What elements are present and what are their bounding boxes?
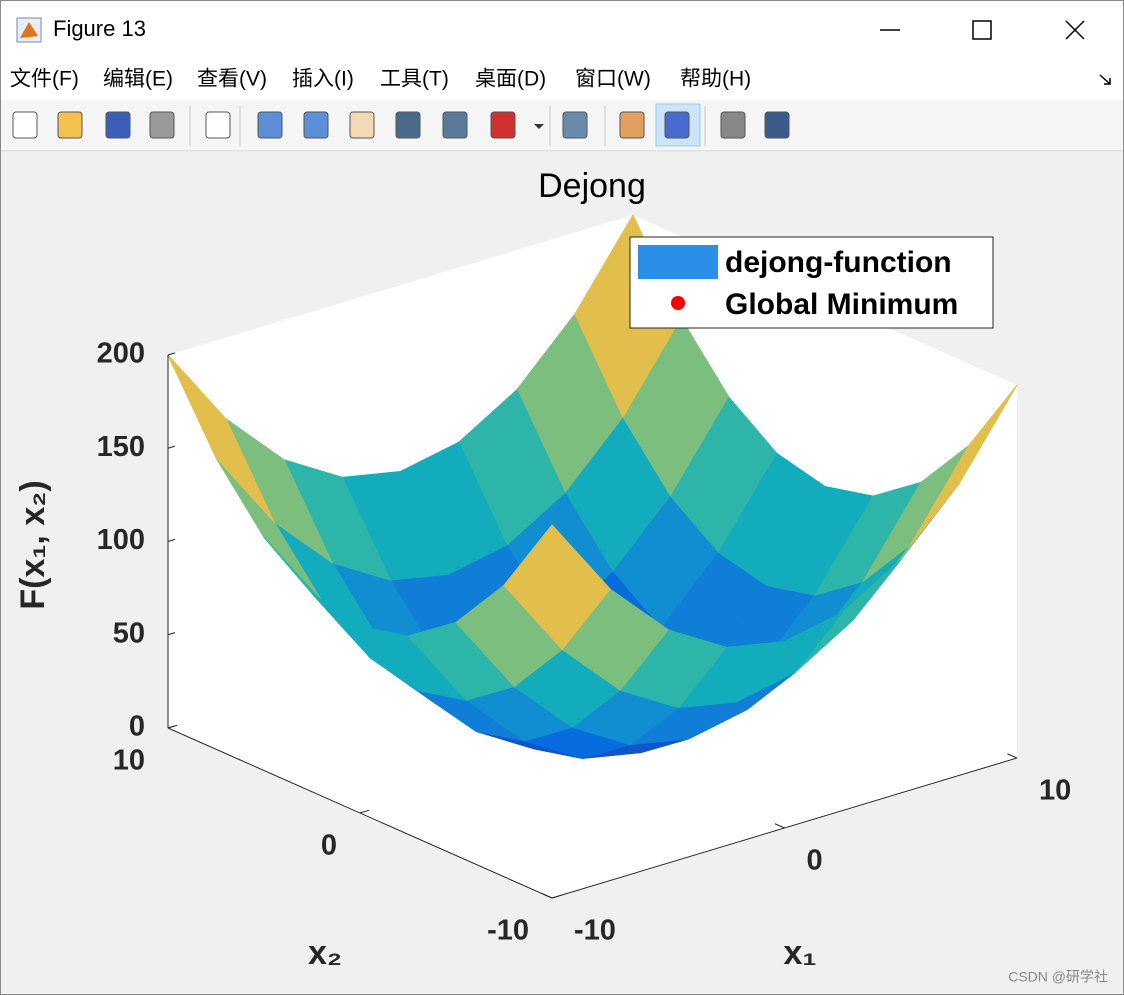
tool-button[interactable] (720, 111, 746, 139)
x-tick (542, 893, 553, 899)
x-tick-label: -10 (574, 915, 616, 947)
z-tick-label: 150 (97, 431, 145, 463)
y-tick (551, 894, 562, 899)
tool-button[interactable] (149, 111, 175, 139)
toolbar-icons (12, 103, 790, 147)
z-tick-label: 100 (97, 524, 145, 556)
tool-button[interactable] (57, 111, 83, 139)
tool-button[interactable] (764, 111, 790, 139)
tool-button[interactable] (442, 111, 468, 139)
legend-label: dejong-function (725, 246, 952, 279)
y-tick-label: 10 (113, 745, 145, 777)
tool-button[interactable] (664, 111, 690, 139)
z-tick (167, 538, 176, 542)
dock-arrow[interactable] (1099, 74, 1111, 85)
dropdown-arrow[interactable] (534, 124, 544, 129)
x-tick-label: 10 (1039, 775, 1071, 807)
x-tick (1007, 753, 1018, 759)
surface-cell (167, 354, 275, 523)
z-tick (167, 445, 176, 449)
menu-item[interactable]: 文件(F) (10, 68, 79, 91)
menu-item[interactable]: 帮助(H) (680, 68, 751, 91)
tool-button[interactable] (303, 111, 329, 139)
axes: Dejong050100150200-10010-10010x₁x₂F(x₁, … (14, 167, 1071, 972)
z-tick (167, 352, 176, 356)
menu-item[interactable]: 桌面(D) (475, 68, 546, 91)
x-tick (774, 823, 785, 829)
surface-cell (503, 524, 611, 650)
x-tick-label: 0 (807, 845, 823, 877)
z-axis-label: F(x₁, x₂) (14, 480, 52, 609)
tool-button[interactable] (12, 111, 38, 139)
y-axis-label: x₂ (308, 934, 342, 972)
y-tick (167, 724, 178, 729)
z-tick-label: 0 (129, 711, 145, 743)
z-tick (167, 632, 176, 636)
legend: dejong-function Global Minimum (629, 236, 994, 329)
tool-button[interactable] (562, 111, 588, 139)
tool-button[interactable] (205, 111, 231, 139)
watermark: CSDN @研学社 (1008, 969, 1108, 985)
menu-item[interactable]: 查看(V) (197, 68, 267, 91)
y-tick-label: -10 (487, 915, 529, 947)
tool-button[interactable] (105, 111, 131, 139)
x-axis-label: x₁ (784, 934, 817, 972)
tool-button[interactable] (619, 111, 645, 139)
toolbar (1, 100, 1123, 151)
menu-bar: 文件(F) 编辑(E) 查看(V) 插入(I) 工具(T) 桌面(D) 窗口(W) 帮助(H) (10, 68, 751, 91)
z-tick-label: 200 (97, 338, 145, 370)
tool-button[interactable] (349, 111, 375, 139)
tool-button[interactable] (490, 111, 516, 139)
menu-item[interactable]: 编辑(E) (103, 68, 173, 91)
close-button[interactable] (1065, 20, 1085, 40)
menu-item[interactable]: 工具(T) (380, 68, 449, 91)
legend-marker (671, 296, 685, 310)
chart-title: Dejong (538, 167, 646, 205)
tool-button[interactable] (395, 111, 421, 139)
window-title: Figure 13 (53, 16, 146, 41)
surface-cell (910, 384, 1018, 545)
tool-button[interactable] (257, 111, 283, 139)
menu-item[interactable]: 窗口(W) (575, 68, 651, 91)
y-tick-label: 0 (321, 830, 337, 862)
z-tick-label: 50 (113, 617, 145, 649)
maximize-button[interactable] (972, 20, 992, 40)
y-tick (359, 809, 370, 814)
app-icon-shape (20, 22, 38, 38)
title-bar: Figure 13 (16, 16, 1085, 43)
legend-label: Global Minimum (725, 288, 958, 321)
menu-item[interactable]: 插入(I) (292, 68, 354, 91)
legend-swatch (638, 245, 718, 279)
